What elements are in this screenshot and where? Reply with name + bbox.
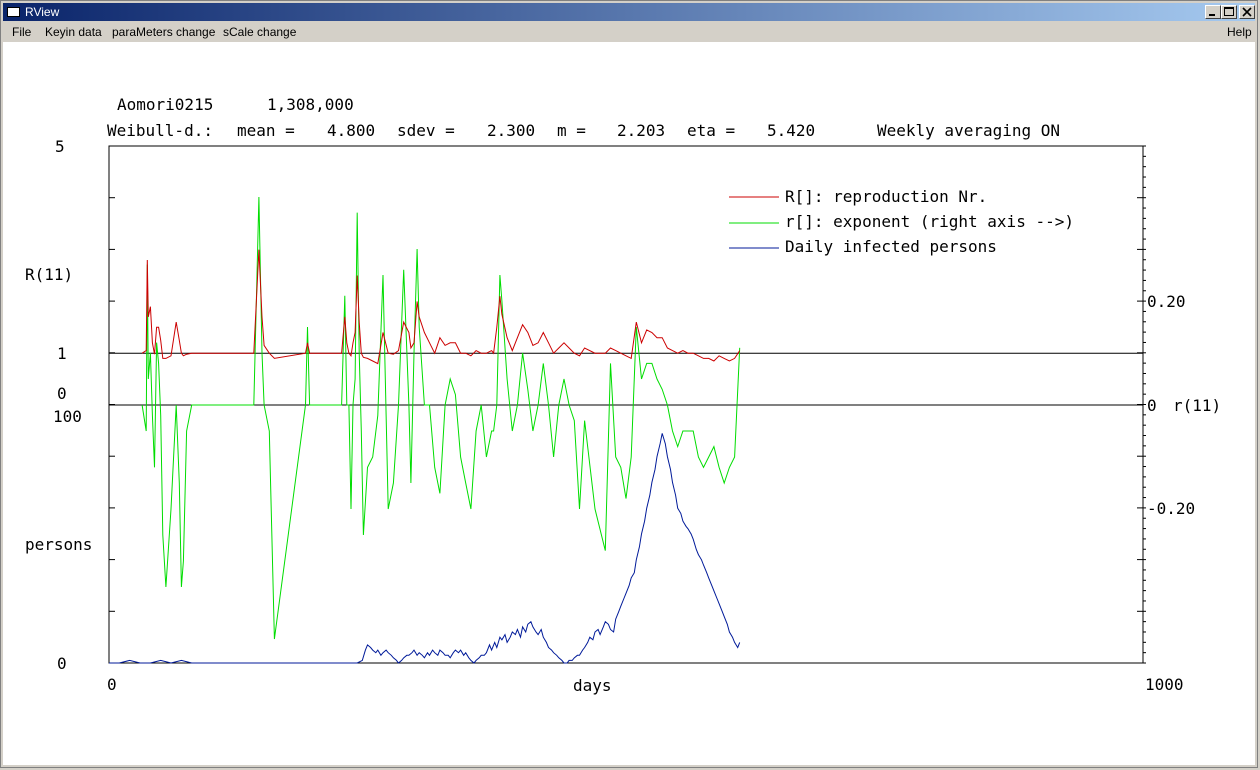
series-r-exponent-line — [141, 196, 741, 640]
right-tick-0.20: 0.20 — [1147, 292, 1186, 311]
sdev-value: 2.300 — [487, 121, 535, 140]
m-label: m = — [557, 121, 586, 140]
weekly-averaging-status: Weekly averaging ON — [877, 121, 1060, 140]
menu-bar: File Keyin data paraMeters change sCale … — [3, 22, 1255, 41]
m-value: 2.203 — [617, 121, 665, 140]
mean-label: mean = — [237, 121, 295, 140]
minimize-icon — [1209, 14, 1215, 16]
y-tick-r-5: 5 — [55, 137, 65, 156]
x-tick-0: 0 — [107, 675, 117, 694]
y-tick-r-1: 1 — [57, 344, 67, 363]
chart-area: Aomori0215 1,308,000 Weibull-d.: mean = … — [3, 42, 1255, 765]
window-title: RView — [25, 5, 60, 19]
legend-label-daily: Daily infected persons — [785, 237, 997, 256]
region-name: Aomori0215 — [117, 95, 213, 114]
menu-keyin-data[interactable]: Keyin data — [45, 25, 102, 39]
right-axis-label-r11: r(11) — [1173, 396, 1221, 415]
series-R-reproduction-line — [141, 249, 741, 365]
y-tick-persons-100: 100 — [53, 407, 82, 426]
series-daily-infected-line — [109, 433, 741, 664]
x-axis-label: days — [573, 676, 612, 695]
legend-label-r: r[]: exponent (right axis -->) — [785, 212, 1074, 231]
app-window-icon — [7, 7, 20, 17]
y-tick-r-0: 0 — [57, 384, 67, 403]
close-icon — [1242, 7, 1252, 17]
chart-svg: Aomori0215 1,308,000 Weibull-d.: mean = … — [25, 95, 1221, 695]
maximize-icon — [1224, 7, 1234, 16]
right-tick-0: 0 — [1147, 396, 1157, 415]
menu-parameters-change[interactable]: paraMeters change — [112, 25, 216, 39]
population: 1,308,000 — [267, 95, 354, 114]
sdev-label: sdev = — [397, 121, 455, 140]
minimize-button[interactable] — [1205, 5, 1221, 19]
y-tick-persons-0: 0 — [57, 654, 67, 673]
legend-label-R: R[]: reproduction Nr. — [785, 187, 987, 206]
menu-scale-change[interactable]: sCale change — [223, 25, 297, 39]
menu-file[interactable]: File — [12, 25, 32, 39]
title-bar[interactable]: RView — [3, 3, 1255, 21]
y-axis-label-persons: persons — [25, 535, 92, 554]
mean-value: 4.800 — [327, 121, 375, 140]
right-tick-minus-0.20: -0.20 — [1147, 499, 1195, 518]
menu-help[interactable]: Help — [1227, 25, 1252, 39]
close-button[interactable] — [1239, 5, 1255, 19]
maximize-button[interactable] — [1221, 5, 1237, 19]
weibull-label: Weibull-d.: — [107, 121, 213, 140]
y-axis-label-R11: R(11) — [25, 265, 73, 284]
x-tick-1000: 1000 — [1145, 675, 1184, 694]
eta-label: eta = — [687, 121, 735, 140]
eta-value: 5.420 — [767, 121, 815, 140]
